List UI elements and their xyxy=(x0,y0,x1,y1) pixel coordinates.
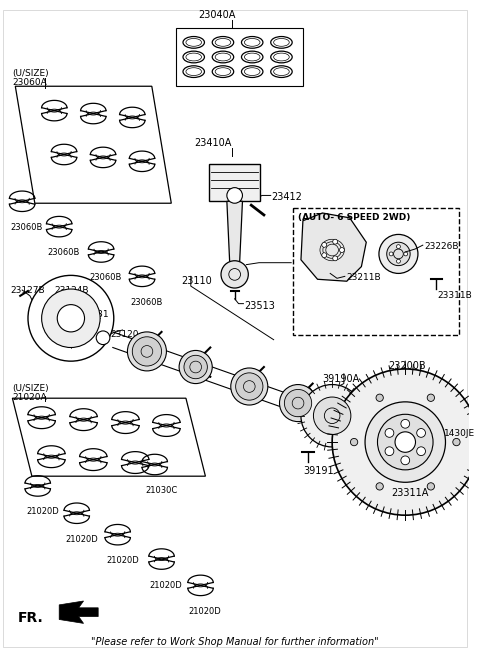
Circle shape xyxy=(96,331,110,344)
Circle shape xyxy=(313,397,351,434)
Text: FR.: FR. xyxy=(18,611,44,625)
Circle shape xyxy=(179,350,212,384)
Circle shape xyxy=(365,402,445,482)
Text: 23060B: 23060B xyxy=(89,273,122,283)
Circle shape xyxy=(28,275,114,361)
Circle shape xyxy=(376,483,384,490)
Circle shape xyxy=(322,253,327,258)
Text: 23200B: 23200B xyxy=(389,361,426,371)
Circle shape xyxy=(227,188,242,203)
Circle shape xyxy=(350,438,358,445)
Circle shape xyxy=(332,369,479,515)
Polygon shape xyxy=(227,201,242,265)
Circle shape xyxy=(385,428,394,438)
Text: 1430JE: 1430JE xyxy=(444,430,475,438)
Circle shape xyxy=(333,256,337,261)
Circle shape xyxy=(385,447,394,455)
Circle shape xyxy=(401,456,409,464)
Circle shape xyxy=(377,415,433,470)
Circle shape xyxy=(376,394,384,401)
Circle shape xyxy=(236,373,263,400)
Text: 23311B: 23311B xyxy=(437,291,472,300)
Circle shape xyxy=(284,390,312,417)
Text: 23110: 23110 xyxy=(181,277,212,286)
Text: 21020D: 21020D xyxy=(106,556,139,565)
Text: "Please refer to Work Shop Manual for further information": "Please refer to Work Shop Manual for fu… xyxy=(91,637,378,647)
Circle shape xyxy=(184,355,207,378)
Text: 23060B: 23060B xyxy=(48,248,80,257)
Circle shape xyxy=(231,368,268,405)
Circle shape xyxy=(333,239,337,244)
Circle shape xyxy=(427,483,434,490)
Circle shape xyxy=(221,261,248,288)
Circle shape xyxy=(417,447,425,455)
Text: 23060B: 23060B xyxy=(131,298,163,307)
Text: (AUTO- 6 SPEED 2WD): (AUTO- 6 SPEED 2WD) xyxy=(298,213,410,222)
Bar xyxy=(176,28,303,86)
Circle shape xyxy=(387,242,410,265)
Text: 21020D: 21020D xyxy=(65,535,98,544)
Polygon shape xyxy=(59,601,98,623)
Circle shape xyxy=(279,384,316,422)
Text: 21030C: 21030C xyxy=(145,486,177,495)
Text: 23124B: 23124B xyxy=(54,286,89,295)
Circle shape xyxy=(417,428,425,438)
Text: 39190A: 39190A xyxy=(323,374,360,384)
Bar xyxy=(293,208,459,335)
Circle shape xyxy=(396,260,400,263)
Circle shape xyxy=(389,252,393,256)
Circle shape xyxy=(395,432,416,452)
Text: 39191: 39191 xyxy=(303,466,334,476)
Text: 21020D: 21020D xyxy=(26,507,59,516)
Text: 21020D: 21020D xyxy=(189,607,222,616)
Text: 23510: 23510 xyxy=(293,260,324,270)
Text: 23060A: 23060A xyxy=(12,78,47,87)
Text: 23127B: 23127B xyxy=(11,286,45,295)
Text: (U/SIZE): (U/SIZE) xyxy=(12,69,49,78)
Text: 23513: 23513 xyxy=(244,301,276,311)
Polygon shape xyxy=(301,213,366,281)
Polygon shape xyxy=(15,86,171,203)
Circle shape xyxy=(42,289,100,348)
Circle shape xyxy=(401,419,409,428)
Circle shape xyxy=(427,394,434,401)
Circle shape xyxy=(379,235,418,273)
Text: 23040A: 23040A xyxy=(198,10,236,20)
Circle shape xyxy=(57,305,84,332)
Text: 23120: 23120 xyxy=(110,330,138,339)
Text: (U/SIZE): (U/SIZE) xyxy=(12,384,49,393)
Text: 23410A: 23410A xyxy=(194,138,232,148)
Text: 23211B: 23211B xyxy=(347,273,382,283)
Polygon shape xyxy=(12,398,205,476)
Circle shape xyxy=(132,337,162,366)
Text: 21020A: 21020A xyxy=(12,394,47,402)
Circle shape xyxy=(404,252,408,256)
Bar xyxy=(209,164,260,201)
Text: 23226B: 23226B xyxy=(425,242,459,251)
Text: 21020D: 21020D xyxy=(150,581,182,589)
Text: 23060B: 23060B xyxy=(11,223,43,232)
Text: 23131: 23131 xyxy=(81,311,109,319)
Text: 23412: 23412 xyxy=(272,192,302,202)
Text: 23311A: 23311A xyxy=(392,488,429,498)
Circle shape xyxy=(301,384,363,447)
Circle shape xyxy=(339,248,344,252)
Circle shape xyxy=(322,242,327,247)
Circle shape xyxy=(453,438,460,445)
Circle shape xyxy=(396,244,400,248)
Circle shape xyxy=(127,332,167,371)
